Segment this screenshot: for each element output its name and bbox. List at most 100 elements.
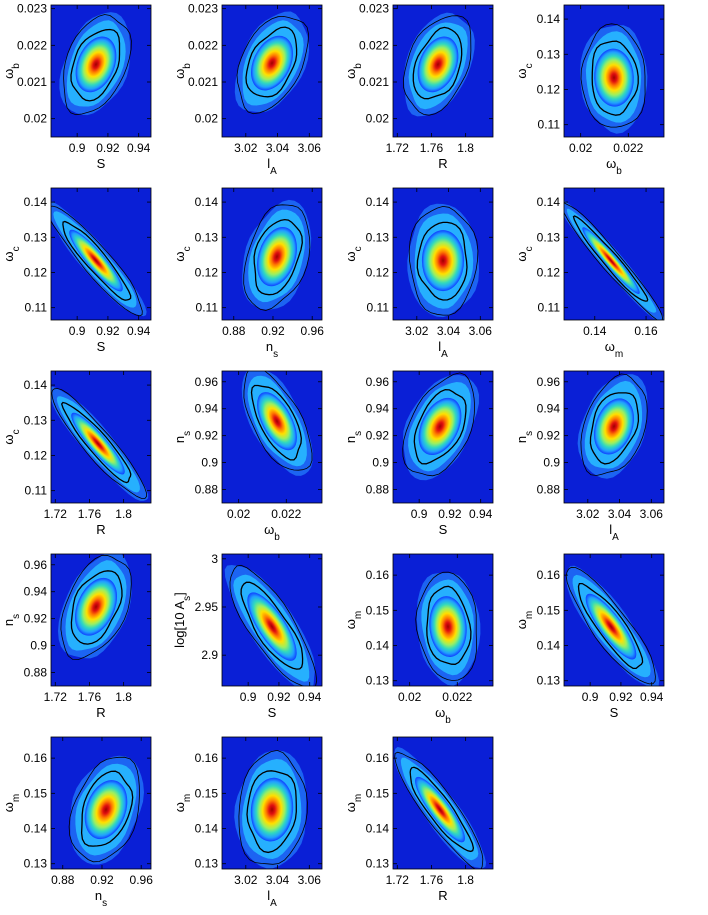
subplot-8: 0.14 0.16 0.14 0.13 0.12 0.11 ωm ωc	[514, 187, 665, 360]
density-field	[407, 203, 480, 318]
y-axis-label: ωc	[172, 246, 193, 261]
contour-68	[572, 215, 649, 302]
y-tick-label: 0.12	[24, 448, 48, 462]
plot-frame	[221, 4, 323, 138]
x-tick-label: 3.06	[469, 324, 493, 338]
density-core	[257, 392, 297, 451]
plot-frame	[221, 370, 323, 504]
x-tick-label: 0.14	[583, 324, 607, 338]
density-field	[51, 201, 147, 317]
density-core	[75, 36, 117, 93]
x-tick-label: 1.72	[44, 690, 68, 704]
y-axis-label: ωc	[1, 246, 22, 261]
y-tick-label: 0.16	[24, 751, 48, 765]
x-tick-label: 0.92	[96, 324, 120, 338]
x-axis-label: ωb	[435, 705, 451, 726]
subplot-12: 3.02 3.04 3.06 0.96 0.94 0.92 0.9 0.88 lA ns	[514, 370, 665, 543]
contour-95	[415, 571, 477, 682]
contour-95	[580, 23, 646, 128]
y-tick-label: 0.14	[366, 822, 390, 836]
contour-95	[408, 205, 479, 316]
x-tick-label: 3.02	[234, 141, 258, 155]
density-field	[51, 386, 149, 501]
density-field	[224, 564, 318, 686]
x-tick-label: 1.72	[44, 507, 68, 521]
x-tick-label: 0.92	[90, 873, 114, 887]
y-tick-label: 0.13	[24, 230, 48, 244]
y-tick-label: 0.12	[195, 265, 219, 279]
x-tick-label: 0.9	[582, 690, 599, 704]
y-tick-label: 0.02	[366, 112, 390, 126]
density-field	[415, 571, 481, 686]
x-tick-label: 3.04	[266, 873, 290, 887]
contour-68	[80, 770, 134, 847]
contour-68	[60, 401, 132, 484]
y-tick-label: 0.13	[366, 674, 390, 688]
x-tick-label: 0.9	[411, 507, 428, 521]
x-tick-label: 0.94	[127, 141, 151, 155]
x-tick-label: 0.92	[438, 507, 462, 521]
y-axis-label: ωb	[172, 63, 193, 79]
density-core	[84, 780, 128, 840]
density-field	[234, 749, 308, 869]
y-tick-label: 0.14	[24, 195, 48, 209]
contour-68	[250, 384, 302, 461]
y-axis-label: ωm	[514, 611, 535, 630]
contour-68	[412, 26, 463, 100]
density-core	[418, 397, 462, 456]
contour-68	[246, 770, 297, 854]
density-field	[565, 565, 660, 686]
contour-95	[229, 564, 318, 686]
x-tick-label: 1.76	[78, 507, 102, 521]
x-tick-label: 0.02	[398, 690, 422, 704]
contour-68	[416, 221, 468, 301]
contour-68	[62, 220, 132, 301]
contour-68	[70, 28, 121, 102]
contour-68	[240, 581, 304, 670]
y-tick-label: 0.12	[537, 265, 561, 279]
plot-frame	[50, 370, 152, 504]
x-tick-label: 1.76	[420, 873, 444, 887]
y-tick-label: 0.16	[366, 751, 390, 765]
density-core	[593, 398, 635, 455]
y-tick-label: 0.02	[24, 112, 48, 126]
subplot-6: 0.88 0.92 0.96 0.14 0.13 0.12 0.11 ns ωc	[172, 187, 324, 360]
plot-frame	[50, 187, 152, 321]
density-core	[251, 35, 294, 91]
contour-95	[51, 388, 147, 499]
plot-frame	[221, 553, 323, 687]
y-tick-label: 0.15	[24, 786, 48, 800]
y-tick-label: 0.11	[25, 484, 48, 498]
x-tick-label: 3.04	[437, 324, 461, 338]
y-tick-label: 0.88	[366, 483, 390, 497]
plot-frame	[563, 187, 665, 321]
contour-68	[409, 766, 475, 853]
x-axis-label: lA	[438, 339, 448, 360]
plot-frame	[563, 370, 665, 504]
y-axis-label: ns	[514, 431, 535, 443]
density-core	[429, 596, 467, 658]
contour-95	[565, 566, 656, 685]
y-tick-label: 0.023	[17, 2, 47, 16]
y-tick-label: 0.02	[195, 112, 219, 126]
y-tick-label: 0.94	[537, 402, 561, 416]
x-axis-label: ωb	[606, 156, 622, 177]
x-tick-label: 0.022	[442, 690, 472, 704]
density-core	[250, 777, 294, 842]
y-axis-label: ωm	[343, 794, 364, 813]
y-tick-label: 0.15	[366, 786, 390, 800]
y-tick-label: 0.14	[537, 12, 561, 26]
contour-95	[402, 372, 476, 477]
x-tick-label: 1.76	[420, 141, 444, 155]
y-axis-label: ωb	[1, 63, 22, 79]
subplot-4: 0.02 0.022 0.14 0.13 0.12 0.11 ωb ωc	[514, 4, 665, 177]
x-tick-label: 0.88	[222, 324, 246, 338]
y-tick-label: 0.022	[359, 38, 389, 52]
x-tick-label: 3.04	[608, 507, 632, 521]
contour-68	[589, 392, 640, 465]
contour-95	[564, 202, 664, 320]
x-tick-label: 1.76	[78, 690, 102, 704]
contour-95	[402, 15, 472, 116]
x-tick-label: 1.8	[115, 690, 132, 704]
